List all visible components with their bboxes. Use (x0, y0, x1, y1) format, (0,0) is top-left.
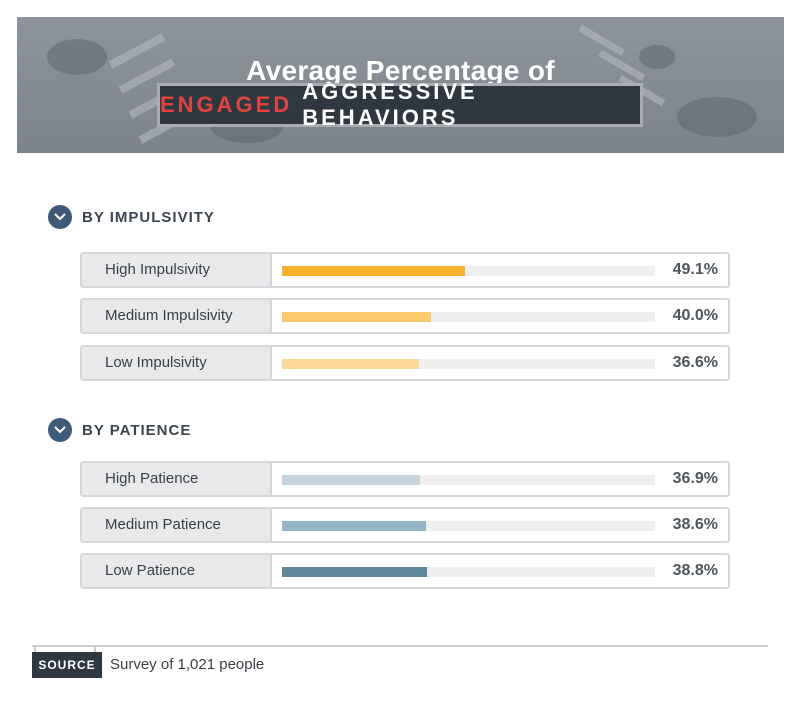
bar (282, 475, 420, 485)
subtitle-rest: AGGRESSIVE BEHAVIORS (302, 79, 478, 130)
source-divider (32, 645, 768, 647)
bar (282, 312, 432, 322)
category-label: Low Patience (82, 555, 272, 587)
bar-row: High Impulsivity 49.1% (80, 252, 730, 288)
bar-track (282, 567, 655, 577)
bar-track (282, 359, 655, 369)
chart-title: Average Percentage of (246, 55, 555, 86)
bar (282, 359, 419, 369)
source-text: Survey of 1,021 people (110, 656, 265, 673)
category-label: High Patience (82, 463, 272, 495)
value-label: 38.8% (672, 562, 718, 579)
bar-row: Low Impulsivity 36.6% (80, 345, 730, 381)
value-label: 40.0% (672, 307, 718, 324)
section-heading[interactable]: BY IMPULSIVITY (48, 205, 215, 229)
bar-track (282, 312, 655, 322)
divider-tick (34, 645, 36, 653)
category-label: High Impulsivity (82, 254, 272, 286)
value-label: 36.6% (672, 354, 718, 371)
divider-tick (94, 645, 96, 653)
bar-row: High Patience 36.9% (80, 461, 730, 497)
bar-track (282, 521, 655, 531)
value-label: 36.9% (672, 470, 718, 487)
bar-row: Low Patience 38.8% (80, 553, 730, 589)
category-label: Low Impulsivity (82, 347, 272, 379)
bar-row: Medium Impulsivity 40.0% (80, 298, 730, 334)
source-badge: SOURCE (32, 652, 102, 678)
chevron-down-icon[interactable] (48, 205, 72, 229)
bar-track (282, 475, 655, 485)
section-heading-label: BY PATIENCE (82, 421, 192, 439)
section-heading-label: BY IMPULSIVITY (82, 208, 215, 226)
bar (282, 521, 426, 531)
subtitle-highlight: ENGAGED (160, 92, 293, 117)
bar-row: Medium Patience 38.6% (80, 507, 730, 543)
chart-subtitle: ENGAGED AGGRESSIVE BEHAVIORS (157, 79, 643, 130)
section-heading[interactable]: BY PATIENCE (48, 418, 191, 442)
bar (282, 567, 427, 577)
category-label: Medium Patience (82, 509, 272, 541)
value-label: 49.1% (672, 261, 718, 278)
bar-track (282, 266, 655, 276)
category-label: Medium Impulsivity (82, 300, 272, 332)
bar (282, 266, 466, 276)
header-banner: Average Percentage of ENGAGED AGGRESSIVE… (17, 17, 784, 153)
value-label: 38.6% (672, 516, 718, 533)
chevron-down-icon[interactable] (48, 418, 72, 442)
